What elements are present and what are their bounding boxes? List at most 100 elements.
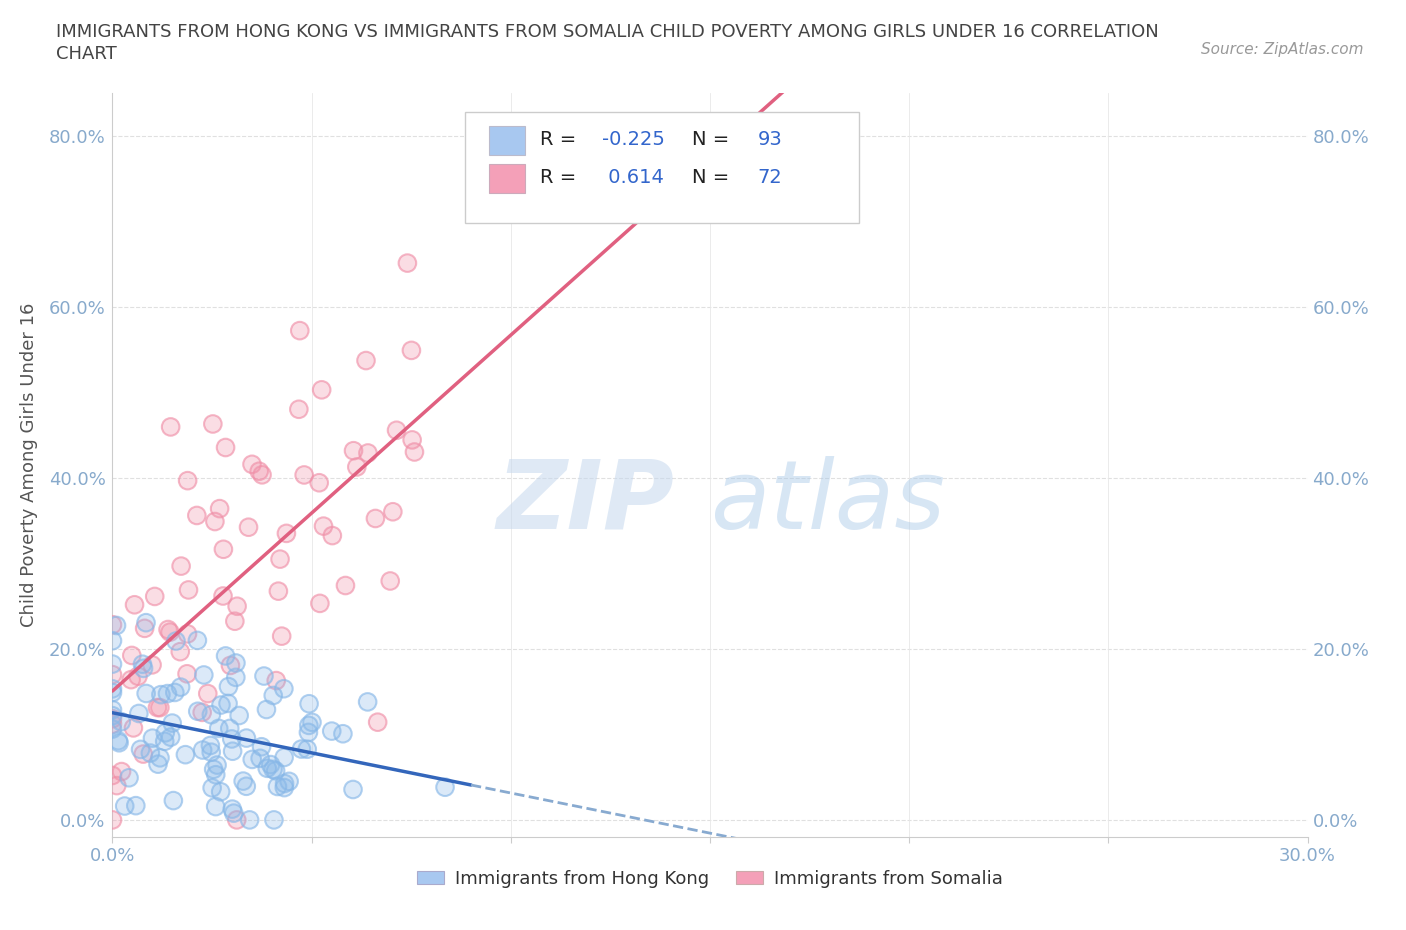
Point: [276, 526, 298, 541]
Point: [367, 715, 389, 730]
Point: [385, 423, 408, 438]
Point: [200, 708, 222, 723]
Point: [235, 731, 257, 746]
Point: [143, 589, 166, 604]
Point: [135, 616, 157, 631]
Point: [107, 733, 129, 748]
Point: [380, 574, 402, 589]
Point: [143, 589, 166, 604]
Point: [212, 589, 235, 604]
Point: [186, 508, 208, 523]
Point: [240, 457, 263, 472]
Point: [208, 501, 231, 516]
Point: [225, 813, 247, 828]
Point: [297, 742, 319, 757]
Point: [218, 679, 240, 694]
Point: [354, 353, 377, 368]
Point: [101, 709, 124, 724]
Point: [177, 582, 200, 597]
Point: [356, 695, 378, 710]
Point: [124, 597, 146, 612]
Point: [288, 402, 311, 417]
Point: [225, 670, 247, 684]
Point: [298, 718, 321, 733]
Point: [176, 667, 198, 682]
Point: [169, 644, 191, 659]
Point: [218, 679, 240, 694]
Point: [218, 721, 240, 736]
Point: [250, 739, 273, 754]
Point: [170, 559, 193, 574]
Point: [107, 733, 129, 748]
Point: [301, 715, 323, 730]
Point: [356, 695, 378, 710]
Point: [204, 767, 226, 782]
Text: R =: R =: [540, 167, 583, 187]
Point: [101, 717, 124, 732]
Point: [396, 256, 419, 271]
Point: [264, 764, 287, 778]
Point: [120, 672, 142, 687]
Point: [176, 473, 198, 488]
Point: [278, 774, 301, 789]
Point: [191, 743, 214, 758]
Point: [208, 501, 231, 516]
Point: [157, 622, 180, 637]
Point: [201, 780, 224, 795]
Point: [259, 757, 281, 772]
Point: [101, 618, 124, 632]
Text: 72: 72: [758, 167, 783, 187]
Point: [332, 726, 354, 741]
Point: [247, 464, 270, 479]
Text: IMMIGRANTS FROM HONG KONG VS IMMIGRANTS FROM SOMALIA CHILD POVERTY AMONG GIRLS U: IMMIGRANTS FROM HONG KONG VS IMMIGRANTS …: [56, 23, 1159, 41]
Point: [149, 751, 172, 765]
Point: [297, 742, 319, 757]
Point: [114, 799, 136, 814]
Point: [256, 702, 278, 717]
Point: [101, 685, 124, 700]
Point: [193, 668, 215, 683]
Point: [290, 741, 312, 756]
Point: [205, 758, 228, 773]
Point: [297, 725, 319, 740]
Point: [309, 596, 332, 611]
Text: ZIP: ZIP: [496, 456, 675, 549]
Point: [153, 734, 176, 749]
Point: [214, 648, 236, 663]
Point: [262, 688, 284, 703]
Point: [127, 669, 149, 684]
Point: [149, 751, 172, 765]
Point: [266, 779, 288, 794]
Point: [162, 793, 184, 808]
Point: [256, 702, 278, 717]
Point: [121, 648, 143, 663]
Point: [105, 618, 128, 633]
Point: [212, 542, 235, 557]
Point: [132, 747, 155, 762]
Point: [332, 726, 354, 741]
Point: [342, 782, 364, 797]
Point: [292, 468, 315, 483]
Point: [129, 742, 152, 757]
Point: [174, 747, 197, 762]
Point: [256, 761, 278, 776]
Point: [273, 682, 295, 697]
Point: [169, 680, 191, 695]
Point: [308, 475, 330, 490]
Point: [240, 752, 263, 767]
Point: [273, 776, 295, 790]
Point: [311, 382, 333, 397]
Point: [202, 762, 225, 777]
Point: [292, 468, 315, 483]
Point: [381, 504, 404, 519]
Point: [225, 813, 247, 828]
Point: [222, 805, 245, 820]
Point: [288, 402, 311, 417]
Point: [169, 644, 191, 659]
Point: [174, 747, 197, 762]
Point: [404, 445, 426, 459]
Point: [191, 705, 214, 720]
Point: [162, 793, 184, 808]
Point: [221, 802, 243, 817]
Point: [256, 761, 278, 776]
